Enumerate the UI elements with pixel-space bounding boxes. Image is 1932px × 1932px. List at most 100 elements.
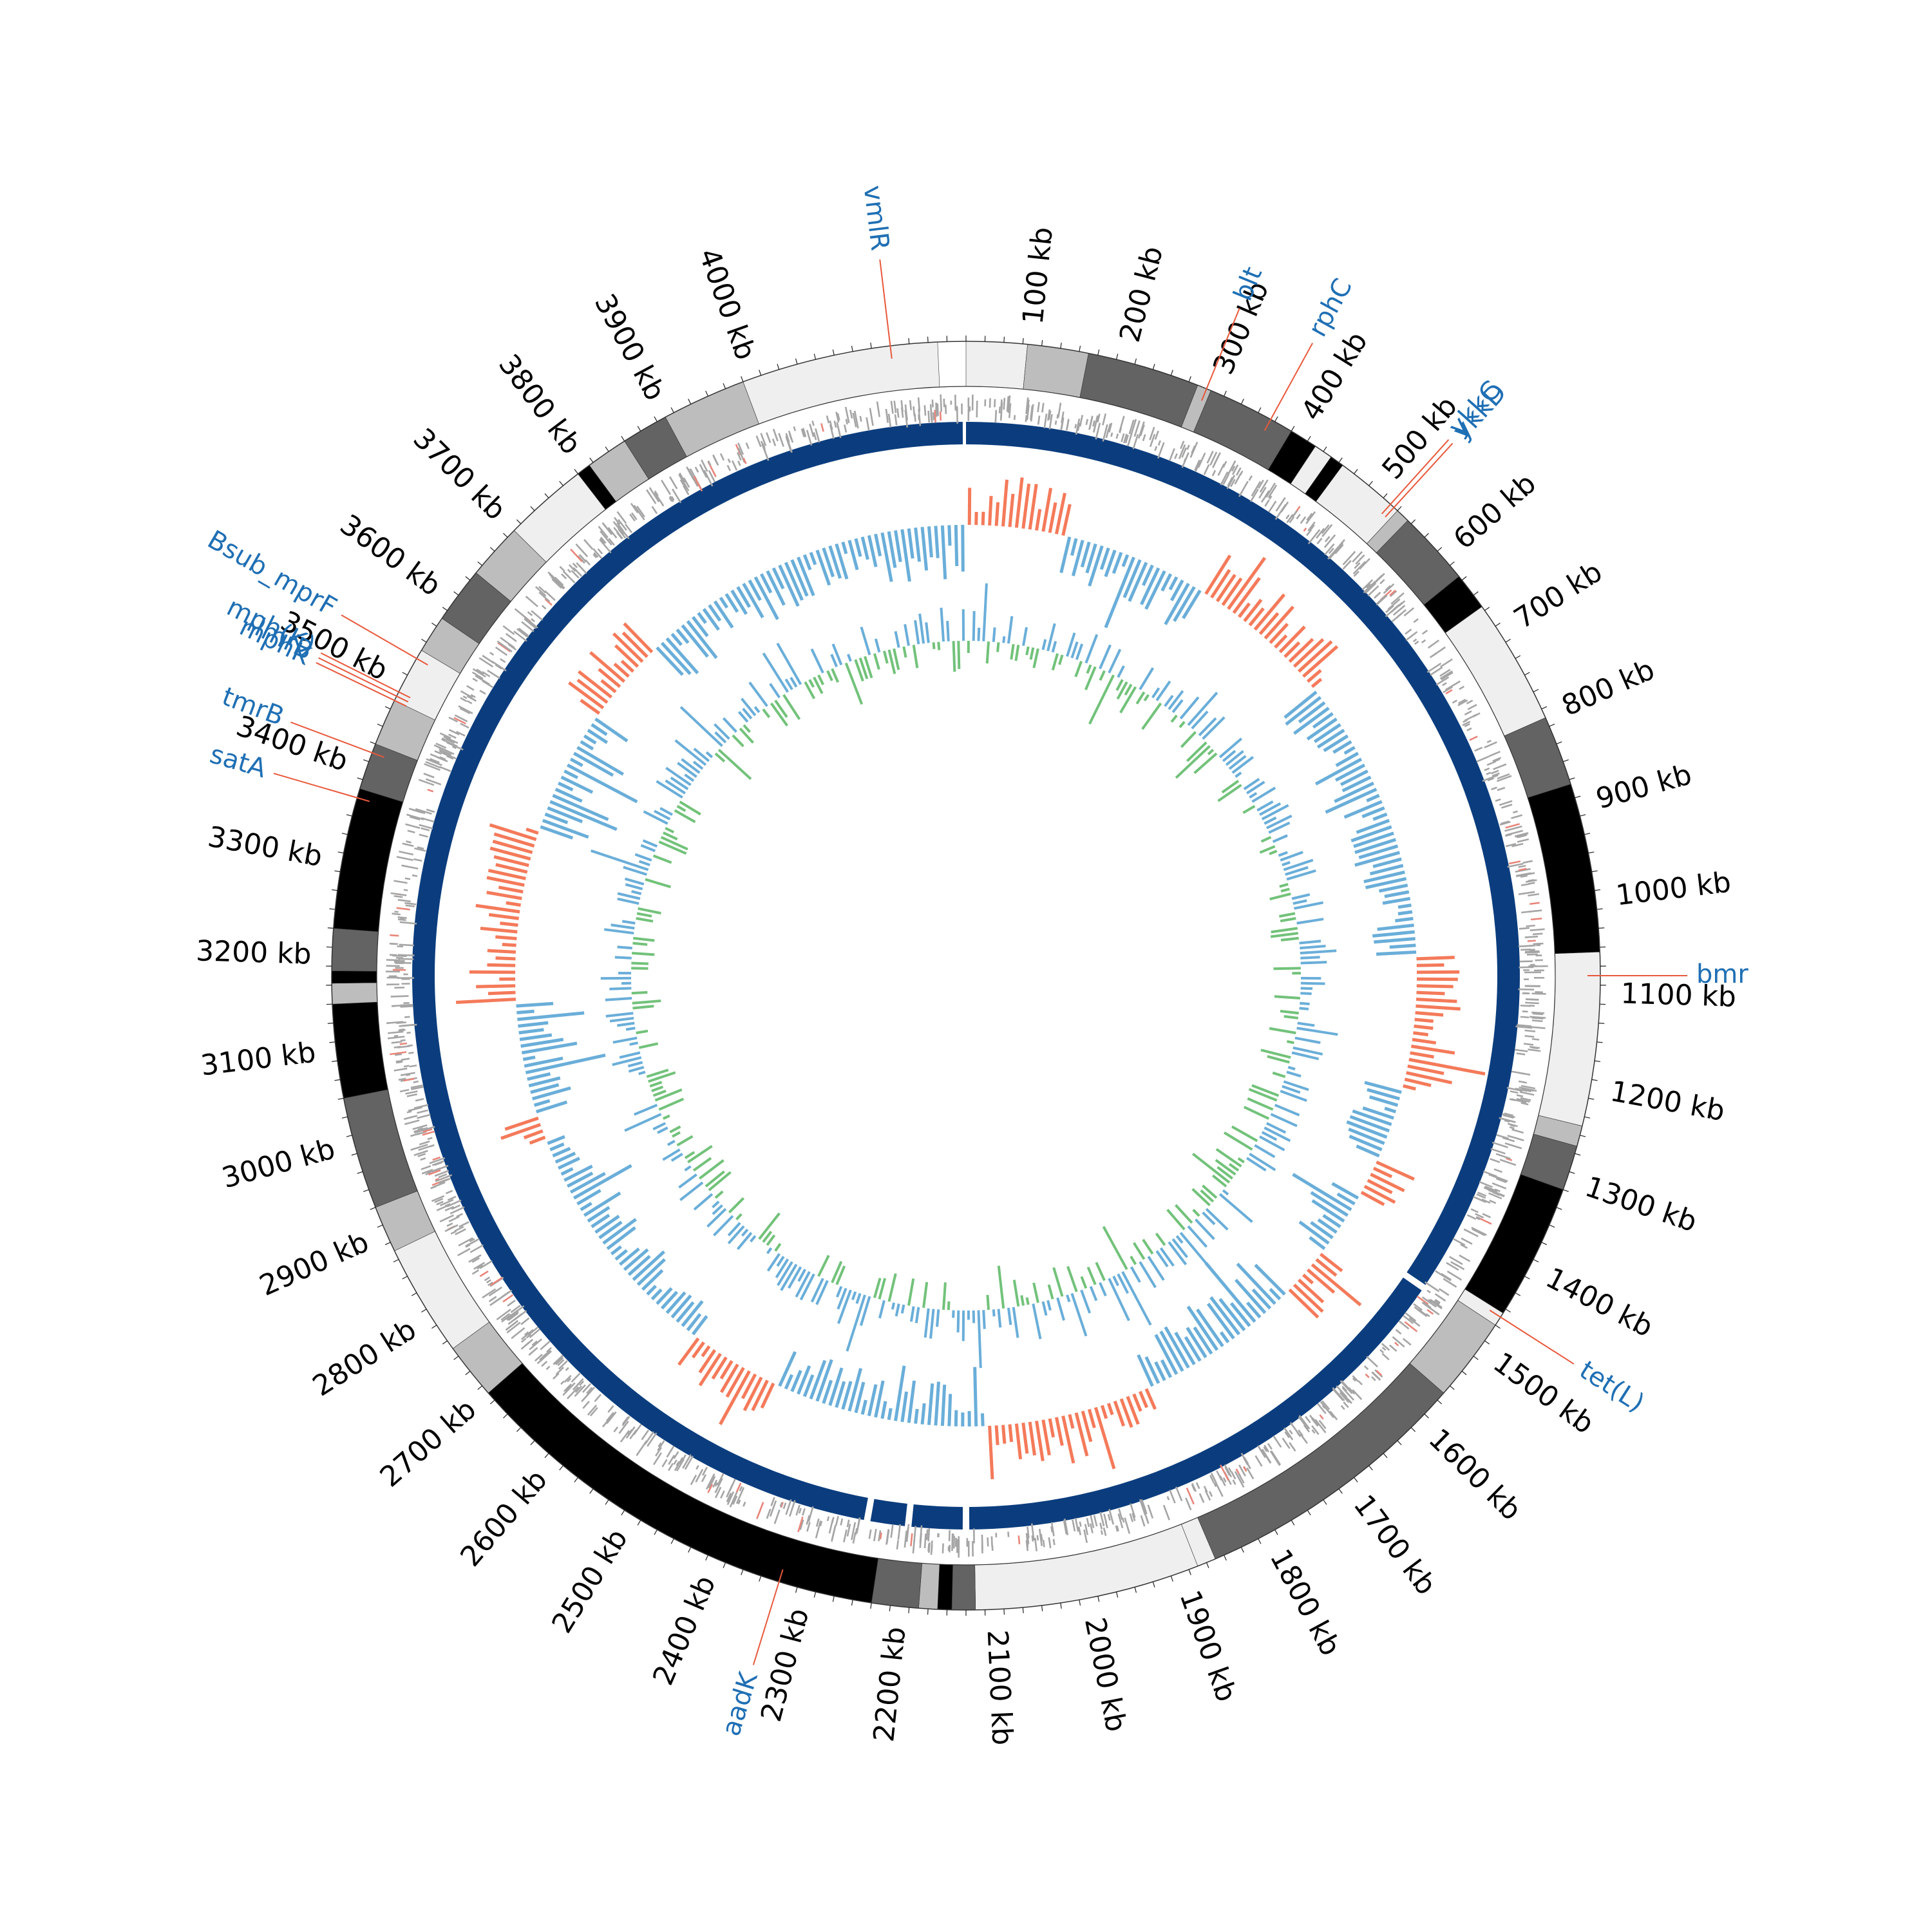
minor-tick bbox=[1461, 576, 1467, 581]
feature-mark bbox=[424, 762, 440, 772]
gc-content-bar bbox=[591, 723, 608, 736]
gc-content-bar bbox=[1170, 579, 1184, 601]
feature-mark bbox=[1366, 583, 1372, 589]
feature-mark bbox=[407, 829, 415, 834]
feature-mark bbox=[1488, 750, 1501, 757]
feature-mark bbox=[1381, 1347, 1387, 1351]
gc-skew-bar bbox=[1193, 752, 1218, 774]
feature-mark bbox=[1132, 433, 1139, 450]
feature-mark bbox=[410, 1144, 428, 1151]
gc-content-bar bbox=[1087, 1408, 1096, 1428]
gc-content-bar bbox=[1028, 484, 1038, 530]
feature-mark bbox=[931, 1544, 933, 1551]
gc-content-bar bbox=[1313, 723, 1341, 743]
gc-content-bar bbox=[1349, 1115, 1390, 1133]
feature-mark bbox=[714, 1482, 718, 1487]
gc-skew-bar bbox=[858, 658, 869, 679]
gc-skew-bar bbox=[714, 731, 727, 744]
feature-mark bbox=[1486, 761, 1497, 766]
feature-mark bbox=[397, 916, 407, 919]
gc-skew-bar bbox=[1112, 1275, 1119, 1287]
feature-mark bbox=[1413, 1303, 1423, 1311]
feature-mark bbox=[446, 755, 454, 760]
gc-content-bar bbox=[587, 1206, 611, 1223]
gc-content-bar bbox=[656, 646, 684, 676]
feature-mark bbox=[1487, 777, 1494, 782]
gene-leader-line bbox=[341, 614, 428, 666]
gc-content-bar bbox=[1164, 1326, 1190, 1369]
minor-tick bbox=[1495, 1325, 1501, 1329]
feature-mark bbox=[1504, 833, 1512, 837]
tick-label: 2900 kb bbox=[255, 1226, 374, 1303]
feature-mark bbox=[657, 1440, 665, 1452]
gc-content-bar bbox=[1160, 1359, 1173, 1378]
gc-skew-bar bbox=[632, 999, 661, 1005]
feature-mark bbox=[573, 567, 583, 577]
minor-tick bbox=[1003, 336, 1005, 343]
gc-content-track bbox=[455, 477, 1486, 1479]
gc-content-bar bbox=[867, 535, 878, 567]
feature-mark bbox=[400, 1005, 413, 1008]
feature-mark bbox=[1460, 1244, 1468, 1249]
gc-skew-bar bbox=[625, 1027, 636, 1031]
gc-content-bar bbox=[495, 935, 517, 940]
feature-mark bbox=[1514, 1048, 1528, 1052]
minor-tick bbox=[1541, 706, 1548, 710]
minor-tick bbox=[741, 1569, 744, 1575]
feature-mark bbox=[694, 466, 699, 473]
feature-mark bbox=[795, 1504, 800, 1516]
feature-mark bbox=[1440, 1273, 1452, 1282]
minor-tick bbox=[411, 1292, 417, 1296]
gc-skew-bar bbox=[1151, 687, 1160, 699]
gc-content-bar bbox=[753, 576, 779, 620]
gc-content-bar bbox=[880, 1401, 887, 1419]
feature-mark bbox=[806, 430, 813, 446]
minor-tick bbox=[1484, 607, 1490, 611]
gc-skew-bar bbox=[648, 1071, 676, 1083]
feature-mark bbox=[788, 1500, 796, 1517]
feature-mark bbox=[445, 1189, 453, 1195]
feature-mark bbox=[1121, 433, 1125, 442]
gc-skew-bar bbox=[923, 1308, 930, 1338]
minor-tick bbox=[1079, 1600, 1081, 1606]
gc-skew-bar bbox=[1089, 1285, 1098, 1302]
gc-skew-bar bbox=[1202, 1184, 1218, 1199]
feature-mark bbox=[1195, 459, 1202, 472]
feature-mark bbox=[1099, 1511, 1105, 1527]
gc-skew-bar bbox=[766, 1234, 776, 1246]
gc-skew-bar bbox=[621, 920, 636, 925]
minor-tick bbox=[1041, 340, 1043, 346]
feature-mark bbox=[1100, 1530, 1104, 1535]
gc-skew-bar bbox=[1300, 987, 1313, 990]
gc-skew-bar bbox=[750, 1235, 757, 1243]
minor-tick bbox=[384, 706, 391, 710]
feature-mark bbox=[1296, 513, 1301, 520]
gc-content-bar bbox=[606, 1226, 636, 1251]
gc-content-bar bbox=[1354, 838, 1397, 855]
feature-mark bbox=[1234, 1471, 1245, 1488]
feature-mark bbox=[439, 766, 451, 772]
feature-mark bbox=[735, 1487, 745, 1504]
feature-mark bbox=[1466, 699, 1473, 705]
feature-mark bbox=[647, 1432, 658, 1447]
tick-label: 3900 kb bbox=[588, 289, 672, 406]
feature-mark bbox=[1426, 1309, 1434, 1315]
gc-skew-bar bbox=[1280, 917, 1296, 923]
gc-skew-bar bbox=[1175, 1204, 1193, 1224]
gc-skew-bar bbox=[1143, 694, 1150, 702]
contig-band-segment bbox=[918, 1563, 940, 1610]
gc-skew-bar bbox=[1032, 648, 1039, 668]
gc-skew-bar bbox=[1032, 1303, 1042, 1340]
gc-content-bar bbox=[1088, 545, 1104, 587]
feature-mark bbox=[450, 1230, 457, 1235]
gc-content-bar bbox=[790, 1370, 802, 1392]
feature-mark bbox=[1484, 767, 1490, 772]
gc-content-bar bbox=[1159, 1331, 1184, 1372]
gc-content-bar bbox=[1374, 936, 1416, 944]
feature-mark bbox=[1093, 415, 1099, 433]
feature-mark bbox=[496, 1309, 511, 1321]
minor-tick bbox=[402, 1276, 408, 1280]
feature-mark bbox=[684, 1455, 694, 1470]
gc-content-bar bbox=[573, 752, 614, 777]
feature-mark bbox=[507, 1300, 516, 1307]
